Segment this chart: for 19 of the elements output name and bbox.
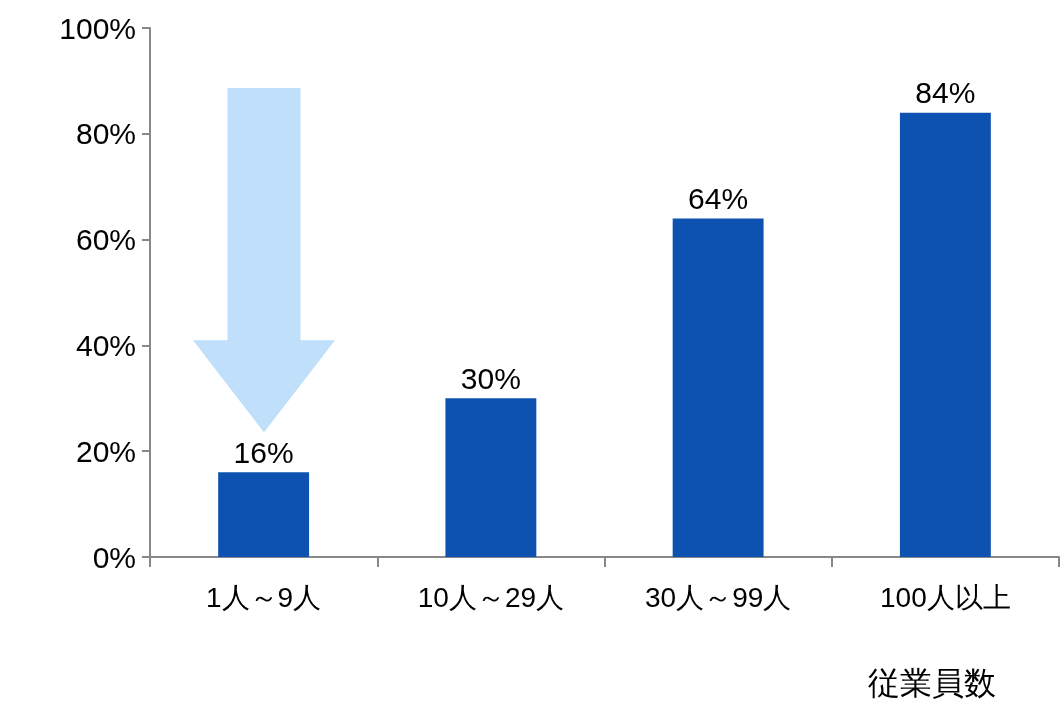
x-tick-label: 100人以上 bbox=[880, 581, 1011, 613]
bar bbox=[672, 218, 764, 557]
data-label: 30% bbox=[460, 361, 521, 395]
y-tick-label: 40% bbox=[75, 328, 136, 362]
data-label: 64% bbox=[688, 181, 749, 215]
y-tick-label: 60% bbox=[75, 223, 136, 257]
bar bbox=[899, 112, 991, 557]
y-tick-label: 100% bbox=[59, 11, 136, 45]
x-tick-label: 1人～9人 bbox=[206, 581, 322, 613]
bar bbox=[445, 398, 537, 557]
x-tick-label: 10人～29人 bbox=[417, 581, 565, 613]
y-tick-label: 80% bbox=[75, 117, 136, 151]
bar bbox=[218, 472, 310, 557]
data-label: 84% bbox=[915, 76, 976, 110]
x-axis-title: 従業員数 bbox=[868, 665, 996, 701]
data-label: 16% bbox=[233, 435, 294, 469]
y-tick-label: 0% bbox=[92, 540, 136, 574]
y-tick-label: 20% bbox=[75, 434, 136, 468]
x-tick-label: 30人～99人 bbox=[644, 581, 792, 613]
